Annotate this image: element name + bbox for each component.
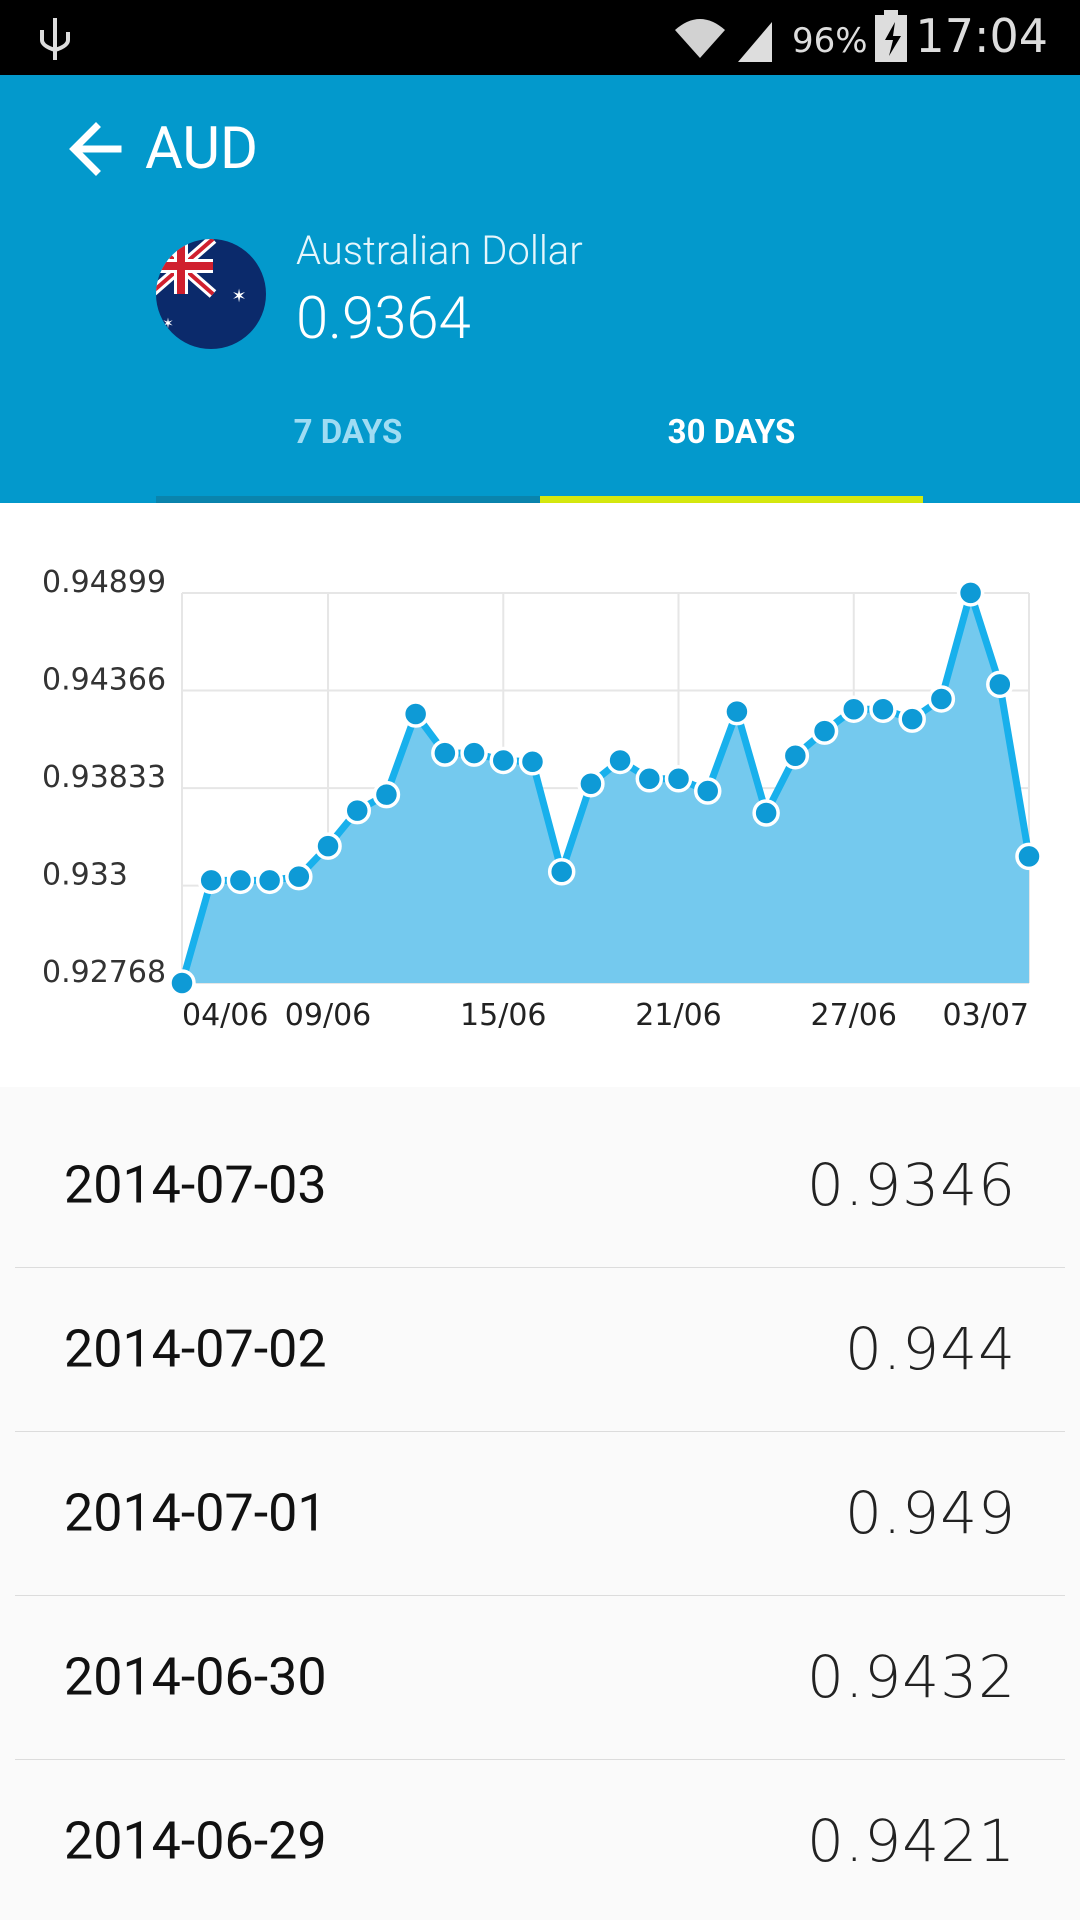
- usb-icon: [40, 18, 70, 60]
- point: [372, 780, 401, 809]
- y-tick-label: 0.933: [42, 858, 128, 893]
- x-tick-label: 09/06: [285, 998, 371, 1033]
- chart: 0.92768 0.933 0.93833 0.94366 0.94899 04/06 09…: [42, 565, 1043, 1033]
- rate-row[interactable]: 2014-06-30 0.9432: [15, 1595, 1065, 1760]
- y-tick-label: 0.94899: [42, 565, 166, 600]
- row-rate: 0.9346: [807, 1151, 1016, 1219]
- point: [956, 579, 985, 607]
- row-date: 2014-07-02: [64, 1318, 327, 1380]
- point: [606, 746, 634, 775]
- point: [927, 685, 956, 713]
- row-date: 2014-06-30: [64, 1646, 327, 1708]
- current-rate: 0.9364: [296, 285, 471, 353]
- rate-list: 2014-07-03 0.9346 2014-07-02 0.944 2014-07-0…: [0, 1087, 1080, 1920]
- svg-text:✶: ✶: [162, 316, 174, 332]
- point: [547, 857, 576, 886]
- tab-selected[interactable]: 30 DAYS: [667, 413, 796, 452]
- rate-row[interactable]: 2014-07-02 0.944: [15, 1267, 1065, 1432]
- point: [693, 777, 722, 805]
- wifi-icon: [675, 19, 725, 58]
- currency-code: AUD: [145, 115, 259, 183]
- chart-card: 0.92768 0.933 0.93833 0.94366 0.94899 04/06 09…: [0, 503, 1080, 1087]
- x-tick-label: 21/06: [635, 998, 721, 1033]
- point: [168, 969, 196, 997]
- battery-level: 96%: [792, 21, 868, 61]
- app-bar: ✶ ✶ AUD Australian Dollar 0.9364 7 DAYS …: [0, 75, 1080, 503]
- point: [226, 866, 255, 895]
- point: [489, 746, 518, 775]
- status-bar: 96% 17:04: [0, 0, 1080, 75]
- currency-name: Australian Dollar: [296, 227, 583, 274]
- row-rate: 0.949: [844, 1479, 1016, 1547]
- y-tick-label: 0.92768: [42, 955, 166, 990]
- point: [518, 747, 547, 776]
- header-graphics: ✶ ✶: [69, 122, 266, 349]
- point: [810, 717, 839, 745]
- row-rate: 0.944: [844, 1315, 1016, 1383]
- point: [840, 695, 868, 723]
- clock: 17:04: [915, 9, 1048, 63]
- y-tick-label: 0.94366: [42, 663, 166, 698]
- x-tick-label: 15/06: [460, 998, 546, 1033]
- point: [314, 832, 342, 860]
- x-tick-label: 04/06: [182, 998, 268, 1033]
- point: [460, 739, 488, 767]
- rate-row[interactable]: 2014-07-01 0.949: [15, 1431, 1065, 1596]
- flag-icon: ✶ ✶: [156, 239, 266, 349]
- point: [898, 705, 926, 733]
- tab[interactable]: 7 DAYS: [293, 413, 403, 452]
- point: [664, 765, 693, 793]
- row-date: 2014-07-01: [64, 1482, 327, 1544]
- rate-row[interactable]: 2014-07-03 0.9346: [15, 1103, 1065, 1268]
- point: [986, 670, 1014, 699]
- point: [635, 765, 664, 793]
- point: [577, 769, 605, 798]
- row-rate: 0.9421: [807, 1807, 1016, 1875]
- point: [869, 695, 897, 723]
- point: [723, 697, 751, 726]
- point: [1015, 842, 1043, 871]
- point: [343, 796, 371, 825]
- tab-indicator: [540, 496, 923, 503]
- signal-icon: [738, 22, 772, 62]
- tab-underline: [156, 496, 540, 503]
- point: [255, 866, 284, 895]
- point: [781, 741, 810, 770]
- rate-row[interactable]: 2014-06-29 0.9421: [15, 1759, 1065, 1920]
- battery-icon: [875, 10, 907, 62]
- svg-text:✶: ✶: [231, 286, 246, 307]
- point: [431, 739, 459, 767]
- back-button[interactable]: [69, 122, 122, 176]
- point: [197, 866, 225, 895]
- row-rate: 0.9432: [807, 1643, 1016, 1711]
- row-date: 2014-06-29: [64, 1810, 327, 1872]
- point: [752, 799, 780, 827]
- x-tick-label: 03/07: [943, 998, 1029, 1033]
- status-icons: 96% 17:04: [40, 9, 1048, 63]
- point: [285, 862, 313, 891]
- y-tick-label: 0.93833: [42, 760, 166, 795]
- x-tick-label: 27/06: [811, 998, 897, 1033]
- point: [401, 700, 430, 728]
- area: [182, 592, 1029, 983]
- row-date: 2014-07-03: [64, 1154, 327, 1216]
